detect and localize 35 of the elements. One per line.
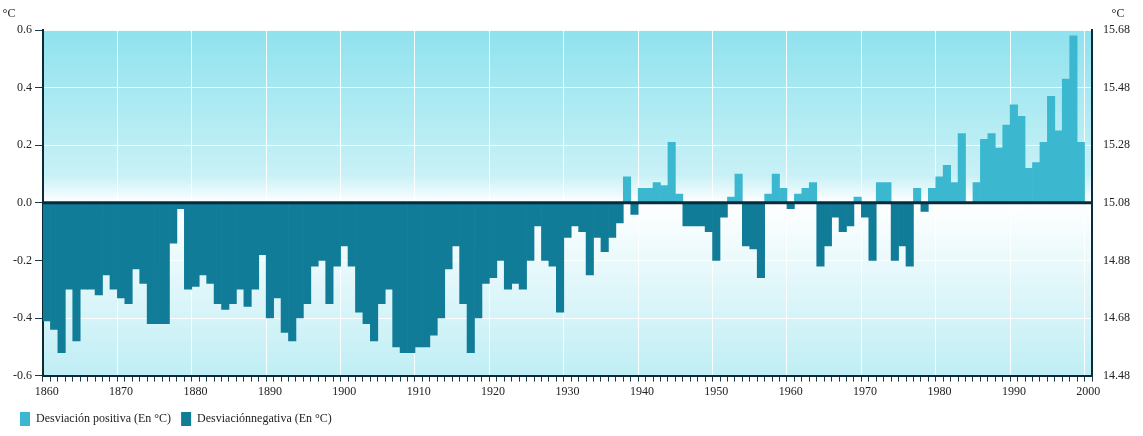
y2-tick-label: 15.08 <box>1103 194 1130 209</box>
x-tick-label: 1940 <box>629 383 654 398</box>
x-tick-label: 1920 <box>481 383 506 398</box>
y2-tick-label: 14.68 <box>1103 310 1130 325</box>
y-tick-label: -0.6 <box>13 367 32 382</box>
y2-tick-label: 14.48 <box>1103 367 1130 382</box>
x-tick-label: 1890 <box>257 383 282 398</box>
y-tick-label: -0.2 <box>13 252 32 267</box>
y2-tick-label: 15.28 <box>1103 137 1130 152</box>
y-tick-label: 0.4 <box>17 79 32 94</box>
x-tick-label: 1950 <box>704 383 729 398</box>
x-tick-label: 1880 <box>183 383 208 398</box>
y2-tick-label: 15.68 <box>1103 22 1130 37</box>
y2-axis-title: °C <box>1111 6 1125 21</box>
x-tick-label: 1900 <box>332 383 357 398</box>
legend-label: Desviaciónnegativa (En °C) <box>197 411 332 426</box>
x-tick-label: 1960 <box>778 383 803 398</box>
x-tick-label: 1910 <box>406 383 431 398</box>
bar <box>622 176 632 203</box>
legend-label: Desviación positiva (En °C) <box>36 411 172 426</box>
x-tick-label: 1870 <box>109 383 134 398</box>
x-tick-label: 1990 <box>1001 383 1026 398</box>
y-tick-label: 0.6 <box>17 22 32 37</box>
y-axis-title: °C <box>2 6 16 21</box>
y-tick-label: 0.2 <box>17 137 32 152</box>
x-tick-label: 2000 <box>1076 383 1101 398</box>
x-tick-label: 1980 <box>927 383 952 398</box>
y2-tick-label: 14.88 <box>1103 252 1130 267</box>
y-tick-label: -0.4 <box>13 310 32 325</box>
x-tick-label: 1860 <box>34 383 59 398</box>
y2-tick-label: 15.48 <box>1103 79 1130 94</box>
y-tick-label: 0.0 <box>17 194 32 209</box>
x-tick-label: 1970 <box>853 383 878 398</box>
x-tick-label: 1930 <box>555 383 580 398</box>
bar <box>630 202 639 215</box>
